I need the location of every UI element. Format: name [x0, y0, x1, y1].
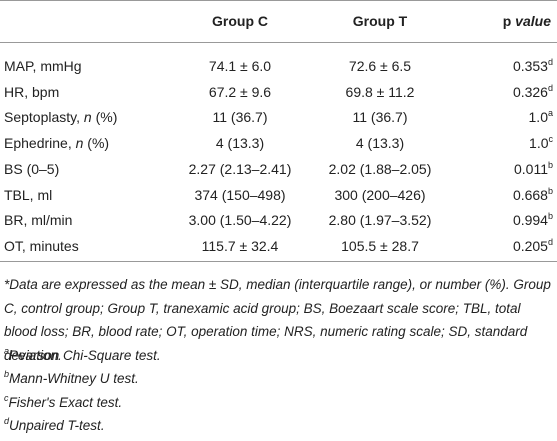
text-part: n [75, 135, 84, 152]
p-value-number: 0.994 [512, 212, 548, 229]
cell-group-c: 2.27 (2.13–2.41) [188, 160, 292, 177]
text-part: Ephedrine, [4, 135, 76, 152]
p-value-number: 0.353 [512, 58, 548, 74]
p-value: 1.0a [529, 107, 553, 127]
footnote: dUnpaired T-test. [4, 414, 552, 438]
cell-group-t: 2.80 (1.97–3.52) [328, 212, 432, 229]
footnote: cFisher's Exact test. [4, 391, 552, 415]
text-part: BR, ml/min [4, 212, 73, 229]
header-cell: p value [503, 11, 551, 31]
footnote-mark: d [4, 416, 10, 426]
footnote-mark: d [547, 57, 553, 67]
footnote: aPearson Chi-Square test. [4, 344, 552, 368]
text-part: BS (0–5) [4, 160, 60, 177]
footnote-text: Unpaired T-test. [9, 418, 105, 433]
header-cell: Group T [352, 13, 408, 29]
row-label: Septoplasty, n (%) [4, 107, 117, 127]
text-part: Septoplasty, [4, 109, 84, 126]
top-rule [0, 0, 557, 1]
p-value-number: 1.0 [528, 109, 548, 126]
footnote-mark: d [547, 236, 553, 247]
cell-group-c: 374 (150–498) [194, 186, 286, 203]
text-part: value [511, 13, 551, 29]
text-part: MAP, mmHg [4, 58, 82, 74]
footnote-mark: b [547, 159, 553, 170]
cell-group-c: 74.1 ± 6.0 [208, 58, 272, 74]
row-label: TBL, ml [4, 185, 52, 205]
p-value: 0.205d [513, 236, 553, 256]
footnote-mark: a [4, 345, 10, 356]
footnote-mark: a [547, 108, 553, 119]
row-label: OT, minutes [4, 236, 79, 256]
cell-group-t: 69.8 ± 11.2 [345, 83, 415, 100]
footnote-text: Mann-Whitney U test. [9, 371, 139, 386]
header-rule [0, 42, 557, 43]
row-label: BR, ml/min [4, 210, 72, 230]
p-value-number: 0.668 [512, 186, 548, 203]
text-part: (%) [91, 109, 118, 126]
row-label: BS (0–5) [4, 159, 59, 179]
cell-group-t: 4 (13.3) [355, 135, 405, 152]
text-part: n [83, 109, 92, 126]
text-part: HR, bpm [4, 83, 60, 100]
header-cell: Group C [212, 13, 268, 29]
cell-group-t: 2.02 (1.88–2.05) [328, 160, 432, 177]
cell-group-c: 4 (13.3) [215, 135, 265, 152]
footnote-mark: b [4, 369, 10, 379]
cell-group-c: 3.00 (1.50–4.22) [188, 212, 292, 229]
bottom-rule [0, 261, 557, 262]
p-value: 0.994b [513, 210, 553, 230]
p-value-number: 1.0 [529, 135, 549, 152]
cell-group-t: 72.6 ± 6.5 [348, 58, 412, 74]
cell-group-c: 11 (36.7) [212, 109, 268, 126]
footnote-mark: d [547, 82, 553, 93]
p-value-number: 0.011 [513, 160, 548, 177]
row-label: MAP, mmHg [4, 56, 82, 76]
text-part: OT, minutes [4, 237, 79, 254]
text-part: (%) [83, 135, 110, 152]
p-value-number: 0.205 [512, 237, 548, 254]
text-part: TBL, ml [4, 186, 53, 203]
text-part: p [502, 13, 512, 29]
cell-group-c: 67.2 ± 9.6 [208, 83, 272, 100]
row-label: HR, bpm [4, 82, 59, 102]
footnote-mark: c [548, 134, 554, 145]
p-value: 0.011b [514, 159, 553, 179]
p-value: 0.326d [513, 82, 553, 102]
footnote-text: Fisher's Exact test. [8, 394, 123, 410]
p-value-number: 0.326 [512, 83, 548, 100]
footnote-text: Pearson Chi-Square test. [9, 347, 161, 363]
cell-group-t: 300 (200–426) [334, 186, 426, 203]
p-value: 0.668b [513, 185, 553, 205]
cell-group-t: 105.5 ± 28.7 [341, 237, 419, 254]
footnote-general: *Data are expressed as the mean ± SD, me… [4, 277, 551, 363]
cell-group-t: 11 (36.7) [352, 109, 408, 126]
row-label: Ephedrine, n (%) [4, 133, 109, 153]
footnote-mark: b [547, 211, 553, 222]
p-value: 0.353d [513, 56, 553, 76]
cell-group-c: 115.7 ± 32.4 [201, 237, 279, 254]
footnote: bMann-Whitney U test. [4, 367, 552, 391]
footnote-mark: b [547, 185, 553, 196]
p-value: 1.0c [529, 133, 553, 153]
footnote-mark: c [4, 392, 9, 403]
